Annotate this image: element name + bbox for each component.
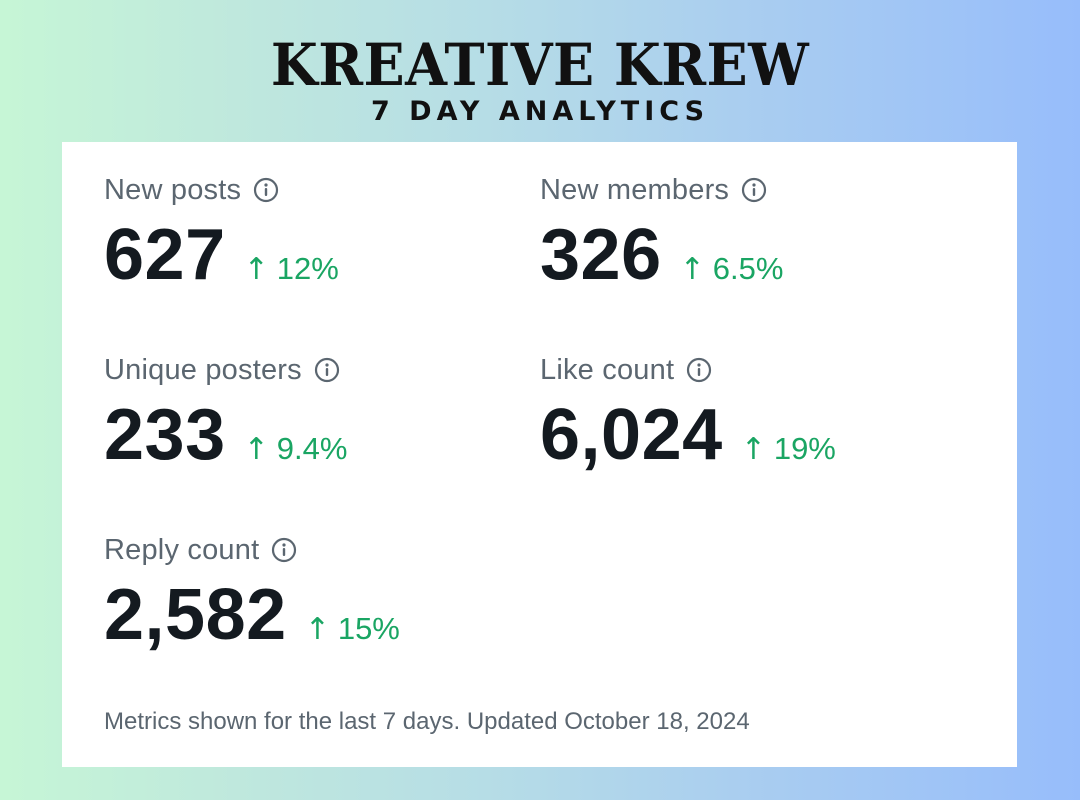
metric-change: ↑ 9.4% [244, 431, 348, 467]
metric-value: 6,024 [540, 395, 723, 475]
metric-label: New posts [104, 173, 242, 206]
arrow-up-icon: ↑ [243, 252, 269, 287]
metric-label: Unique posters [104, 353, 302, 386]
arrow-up-icon: ↑ [304, 612, 330, 647]
brand-title: KREATIVE KREW [270, 31, 810, 99]
metric-value: 2,582 [104, 575, 287, 655]
metric-value: 326 [540, 215, 662, 295]
metric-change-value: 9.4% [276, 431, 348, 466]
metric-unique-posters: Unique posters 233 ↑ 9.4% [104, 350, 524, 475]
metric-label: New members [540, 173, 730, 206]
metric-change-value: 6.5% [712, 251, 784, 286]
metric-change-value: 12% [276, 251, 339, 286]
metrics-footnote: Metrics shown for the last 7 days. Updat… [104, 708, 750, 735]
arrow-up-icon: ↑ [679, 252, 705, 287]
metric-value: 233 [104, 395, 226, 475]
info-icon[interactable] [314, 357, 340, 383]
metric-change-value: 19% [773, 431, 836, 466]
metric-change: ↑ 19% [741, 431, 836, 467]
metric-change: ↑ 6.5% [680, 251, 784, 287]
info-icon[interactable] [271, 537, 297, 563]
arrow-up-icon: ↑ [740, 432, 766, 467]
metric-value: 627 [104, 215, 226, 295]
metric-change: ↑ 12% [244, 251, 339, 287]
metric-new-posts: New posts 627 ↑ 12% [104, 170, 524, 295]
metric-change-value: 15% [337, 611, 400, 646]
page-subtitle: 7 DAY ANALYTICS [370, 96, 710, 127]
arrow-up-icon: ↑ [243, 432, 269, 467]
metric-change: ↑ 15% [305, 611, 400, 647]
metric-new-members: New members 326 ↑ 6.5% [540, 170, 960, 295]
page-header: KREATIVE KREW 7 DAY ANALYTICS [0, 30, 1080, 128]
info-icon[interactable] [253, 177, 279, 203]
info-icon[interactable] [686, 357, 712, 383]
metric-label: Like count [540, 353, 675, 386]
metric-like-count: Like count 6,024 ↑ 19% [540, 350, 960, 475]
info-icon[interactable] [741, 177, 767, 203]
analytics-card: New posts 627 ↑ 12% New members [62, 142, 1017, 767]
metric-label: Reply count [104, 533, 260, 566]
metric-reply-count: Reply count 2,582 ↑ 15% [104, 530, 524, 655]
